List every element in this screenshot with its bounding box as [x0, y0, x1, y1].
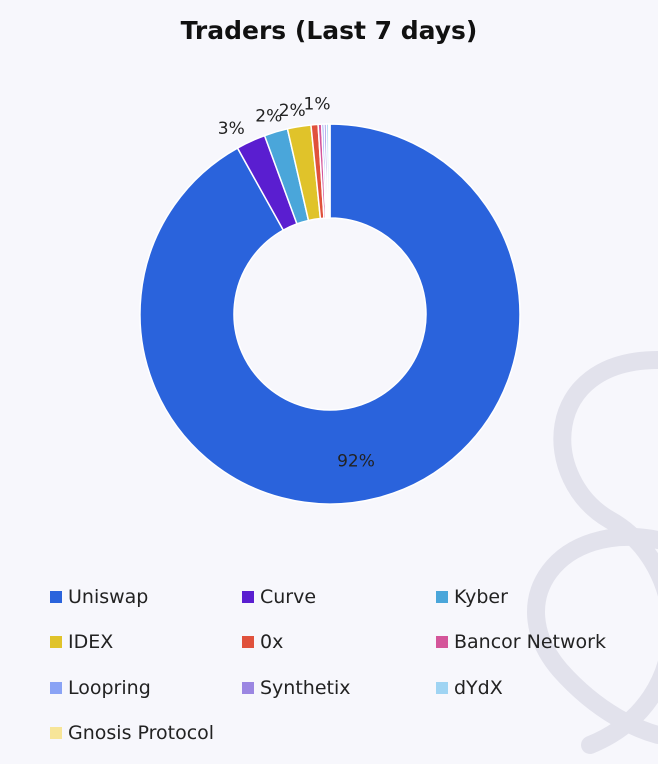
- legend-swatch: [436, 591, 448, 603]
- slice-uniswap: [139, 123, 521, 505]
- donut-slices: [139, 123, 521, 505]
- legend-label: Uniswap: [68, 586, 149, 608]
- legend-label: Bancor Network: [454, 631, 606, 653]
- legend-label: Curve: [260, 586, 317, 608]
- legend-label: IDEX: [68, 631, 114, 653]
- data-label-0x: 1%: [304, 95, 331, 115]
- legend-item-uniswap[interactable]: Uniswap: [50, 585, 148, 609]
- legend-swatch: [436, 682, 448, 694]
- legend-swatch: [50, 636, 62, 648]
- legend-item-loopring[interactable]: Loopring: [50, 676, 151, 700]
- slice-gnosis-protocol: [328, 123, 331, 219]
- legend-item-dydx[interactable]: dYdX: [436, 676, 503, 700]
- legend-item-0x[interactable]: 0x: [242, 630, 283, 654]
- legend-label: Kyber: [454, 586, 508, 608]
- legend-label: Gnosis Protocol: [68, 722, 215, 744]
- data-label-kyber: 2%: [255, 107, 282, 127]
- data-labels: 92%3%2%2%1%: [218, 95, 375, 472]
- legend-item-kyber[interactable]: Kyber: [436, 585, 508, 609]
- legend-swatch: [50, 682, 62, 694]
- legend-label: 0x: [260, 631, 284, 653]
- watermark-logo: [527, 351, 658, 754]
- chart-title: Traders (Last 7 days): [180, 16, 478, 45]
- legend-label: Synthetix: [260, 677, 351, 699]
- legend-item-bancor-network[interactable]: Bancor Network: [436, 630, 606, 654]
- data-label-curve: 3%: [218, 119, 245, 139]
- legend-item-gnosis-protocol[interactable]: Gnosis Protocol: [50, 721, 214, 745]
- legend-swatch: [436, 636, 448, 648]
- legend-item-idex[interactable]: IDEX: [50, 630, 113, 654]
- legend-label: dYdX: [454, 677, 503, 699]
- legend-swatch: [242, 682, 254, 694]
- legend-label: Loopring: [68, 677, 151, 699]
- data-label-uniswap: 92%: [337, 452, 375, 472]
- legend-swatch: [50, 591, 62, 603]
- legend-swatch: [50, 727, 62, 739]
- data-label-idex: 2%: [279, 101, 306, 121]
- legend-swatch: [242, 591, 254, 603]
- legend-item-synthetix[interactable]: Synthetix: [242, 676, 351, 700]
- legend-item-curve[interactable]: Curve: [242, 585, 316, 609]
- legend-swatch: [242, 636, 254, 648]
